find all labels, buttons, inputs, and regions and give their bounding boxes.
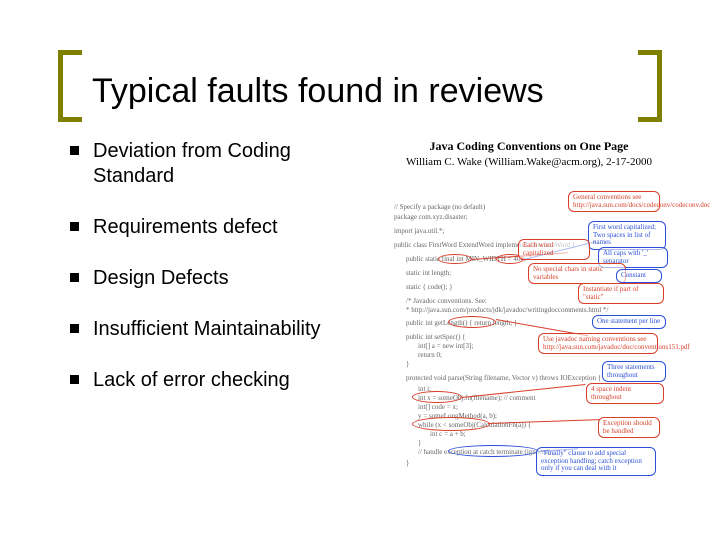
- figure-body: // Specify a package (no default) package…: [388, 169, 670, 509]
- bullet-item: Design Defects: [70, 266, 370, 291]
- bullet-text: Design Defects: [93, 266, 229, 291]
- annotation-box: Each word capitalized: [518, 239, 590, 260]
- annotation-box: Instantiate if part of "static": [578, 283, 664, 304]
- annotation-circle: [438, 254, 472, 264]
- code-line: import java.util.*;: [394, 227, 444, 235]
- annotation-box: No special chars in static variables: [528, 263, 626, 284]
- annotation-box: Constant: [616, 269, 662, 283]
- annotation-box: First word capitalized; Two spaces in li…: [588, 221, 666, 250]
- annotation-circle: [448, 445, 538, 457]
- annotation-circle: [412, 417, 490, 431]
- bullet-item: Insufficient Maintainability: [70, 317, 370, 342]
- annotation-box: General conventions see http://java.sun.…: [568, 191, 660, 212]
- bullet-marker-icon: [70, 375, 79, 384]
- annotation-box: 4 space indent throughout: [586, 383, 664, 404]
- code-line: int[] a = new int[3];: [418, 342, 473, 350]
- bullet-marker-icon: [70, 222, 79, 231]
- annotation-circle: [448, 316, 496, 328]
- bullet-text: Deviation from Coding Standard: [93, 139, 370, 189]
- code-line: * http://java.sun.com/products/jdk/javad…: [406, 306, 608, 314]
- bullet-item: Deviation from Coding Standard: [70, 139, 370, 189]
- code-line: // Specify a package (no default): [394, 203, 485, 211]
- figure-title: Java Coding Conventions on One Page: [388, 139, 670, 155]
- bullet-list: Deviation from Coding Standard Requireme…: [70, 139, 370, 509]
- code-line: static { code(); }: [406, 283, 453, 291]
- title-bracket-right: [638, 50, 662, 122]
- annotation-box: Three statements throughout: [602, 361, 666, 382]
- code-line: static int length;: [406, 269, 451, 277]
- code-line: /* Javadoc conventions. See:: [406, 297, 487, 305]
- bullet-item: Requirements defect: [70, 215, 370, 240]
- annotation-box: Use javadoc naming conventions see http:…: [538, 333, 658, 354]
- code-line: protected void parse(String filename, Ve…: [406, 374, 601, 382]
- figure-header: Java Coding Conventions on One Page Will…: [388, 139, 670, 169]
- bullet-marker-icon: [70, 273, 79, 282]
- slide-container: Typical faults found in reviews Deviatio…: [0, 0, 720, 540]
- bullet-text: Requirements defect: [93, 215, 278, 240]
- bullet-marker-icon: [70, 146, 79, 155]
- code-line: public int setSpec() {: [406, 333, 466, 341]
- figure-subtitle: William C. Wake (William.Wake@acm.org), …: [388, 155, 670, 169]
- bullet-text: Insufficient Maintainability: [93, 317, 321, 342]
- code-line: }: [406, 459, 409, 467]
- bullet-item: Lack of error checking: [70, 368, 370, 393]
- content-row: Deviation from Coding Standard Requireme…: [70, 139, 670, 509]
- code-line: package com.xyz.disaster;: [394, 213, 468, 221]
- code-line: }: [406, 360, 409, 368]
- code-line: int c = a + b;: [430, 430, 466, 438]
- annotation-box: One statement per line: [592, 315, 666, 329]
- code-line: int[] code = x;: [418, 403, 458, 411]
- title-bracket-left: [58, 50, 82, 122]
- slide-title: Typical faults found in reviews: [92, 72, 670, 111]
- code-conventions-figure: Java Coding Conventions on One Page Will…: [388, 139, 670, 509]
- annotation-connector: [488, 419, 600, 424]
- annotation-box: "Finally" clause to add special exceptio…: [536, 447, 656, 476]
- code-line: return 0;: [418, 351, 442, 359]
- code-line: }: [418, 439, 421, 447]
- annotation-box: Exception should be handled: [598, 417, 660, 438]
- bullet-text: Lack of error checking: [93, 368, 290, 393]
- annotation-circle: [412, 391, 462, 403]
- bullet-marker-icon: [70, 324, 79, 333]
